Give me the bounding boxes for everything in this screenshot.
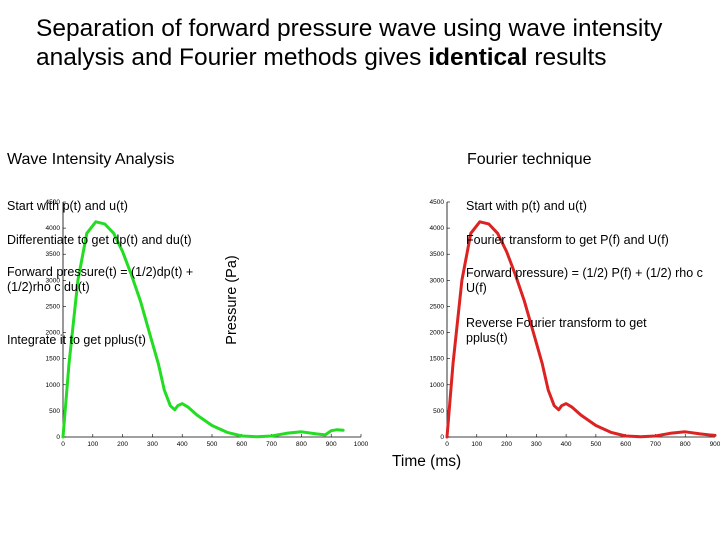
right-step-3: Forward pressure) = (1/2) P(f) + (1/2) r…	[466, 266, 703, 295]
x-tick-label: 100	[87, 441, 98, 448]
y-tick-label: 4500	[46, 199, 61, 206]
y-tick-label: 3500	[430, 251, 445, 258]
x-axis-label: Time (ms)	[392, 453, 462, 470]
x-tick-label: 300	[147, 441, 158, 448]
y-tick-label: 1500	[46, 356, 61, 363]
y-tick-label: 2000	[430, 330, 445, 337]
x-tick-label: 400	[561, 441, 572, 448]
left-step-2: Differentiate to get dp(t) and du(t)	[7, 233, 192, 247]
y-tick-label: 4000	[430, 225, 445, 232]
title-text: Separation of forward pressure wave usin…	[36, 15, 663, 71]
y-tick-label: 1000	[46, 382, 61, 389]
x-tick-label: 0	[445, 441, 449, 448]
x-tick-label: 800	[680, 441, 691, 448]
x-tick-label: 600	[236, 441, 247, 448]
y-axis-label: Pressure (Pa)	[224, 255, 240, 345]
x-tick-label: 500	[590, 441, 601, 448]
x-tick-label: 200	[117, 441, 128, 448]
y-tick-label: 0	[440, 434, 444, 441]
y-tick-label: 3500	[46, 251, 61, 258]
left-step-4: Integrate it to get pplus(t)	[7, 333, 146, 347]
title-end: results	[527, 44, 607, 71]
x-tick-label: 900	[326, 441, 337, 448]
y-tick-label: 1500	[430, 356, 445, 363]
right-heading: Fourier technique	[467, 151, 592, 168]
y-tick-label: 500	[433, 408, 444, 415]
left-heading: Wave Intensity Analysis	[7, 151, 175, 168]
right-step-1: Start with p(t) and u(t)	[466, 199, 587, 213]
slide-title: Separation of forward pressure wave usin…	[36, 14, 706, 72]
x-tick-label: 200	[501, 441, 512, 448]
x-tick-label: 700	[650, 441, 661, 448]
x-tick-label: 600	[620, 441, 631, 448]
x-tick-label: 900	[710, 441, 720, 448]
y-tick-label: 4000	[46, 225, 61, 232]
x-tick-label: 800	[296, 441, 307, 448]
left-step-3: Forward pressure(t) = (1/2)dp(t) + (1/2)…	[7, 265, 194, 294]
y-tick-label: 2500	[46, 303, 61, 310]
pressure-series-line	[445, 220, 717, 439]
pressure-series-line	[61, 220, 345, 439]
x-tick-label: 400	[177, 441, 188, 448]
title-emphasis: identical	[428, 44, 528, 71]
right-step-2: Fourier transform to get P(f) and U(f)	[466, 233, 669, 247]
y-tick-label: 0	[56, 434, 60, 441]
right-step-4: Reverse Fourier transform to get pplus(t…	[466, 316, 647, 345]
y-tick-label: 4500	[430, 199, 445, 206]
y-tick-label: 500	[49, 408, 60, 415]
x-tick-label: 0	[61, 441, 65, 448]
y-tick-label: 3000	[46, 277, 61, 284]
left-step-1: Start with p(t) and u(t)	[7, 199, 128, 213]
y-tick-label: 1000	[430, 382, 445, 389]
y-tick-label: 3000	[430, 277, 445, 284]
x-tick-label: 500	[207, 441, 218, 448]
x-tick-label: 700	[266, 441, 277, 448]
x-tick-label: 100	[471, 441, 482, 448]
y-tick-label: 2000	[46, 330, 61, 337]
x-tick-label: 300	[531, 441, 542, 448]
y-tick-label: 2500	[430, 303, 445, 310]
x-tick-label: 1000	[354, 441, 369, 448]
